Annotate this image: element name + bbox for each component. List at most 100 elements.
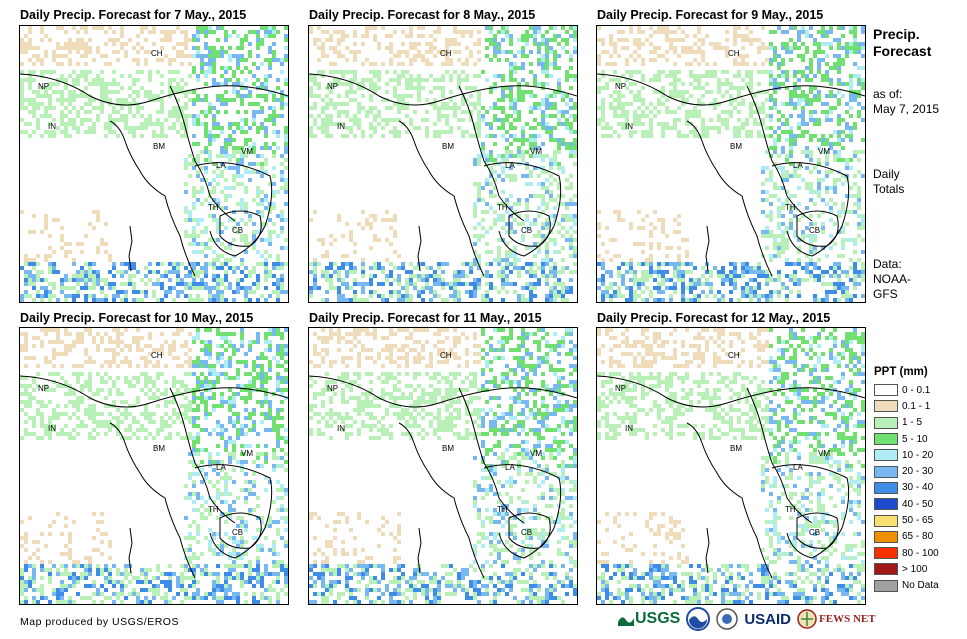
precip-map-6: CH NP IN BM LA VM TH CB [597, 328, 865, 604]
country-label-ch: CH [440, 49, 452, 58]
panel-title-1: Daily Precip. Forecast for 7 May., 2015 [20, 8, 247, 22]
map-panel-3: CH NP IN BM LA VM TH CB [596, 25, 866, 303]
precip-map-4: CH NP IN BM LA VM TH CB [20, 328, 288, 604]
legend-item: 0 - 0.1 [874, 382, 939, 398]
country-label-vm: VM [818, 449, 830, 458]
usgs-logo: USGS [618, 610, 680, 628]
panel-title-6: Daily Precip. Forecast for 12 May., 2015 [597, 311, 831, 325]
country-label-bm: BM [153, 142, 165, 151]
country-label-bm: BM [442, 142, 454, 151]
legend-item: 80 - 100 [874, 545, 939, 561]
country-label-th: TH [208, 505, 219, 514]
country-label-la: LA [216, 463, 226, 472]
country-label-np: NP [327, 384, 338, 393]
data-source: Data: NOAA- GFS [873, 257, 911, 302]
fewsnet-logo-text: FEWS NET [819, 613, 876, 625]
legend-item: 30 - 40 [874, 480, 939, 496]
country-label-ch: CH [151, 351, 163, 360]
sidebar-title: Precip. Forecast [873, 26, 931, 60]
country-label-ch: CH [151, 49, 163, 58]
legend-item: 10 - 20 [874, 447, 939, 463]
country-label-bm: BM [730, 142, 742, 151]
legend-item: > 100 [874, 561, 939, 577]
asof-date: May 7, 2015 [873, 102, 940, 116]
map-panel-1: CH NP IN BM LA VM TH CB [19, 25, 289, 303]
country-label-vm: VM [818, 147, 830, 156]
country-label-np: NP [38, 384, 49, 393]
legend-label: 1 - 5 [902, 417, 923, 429]
country-label-bm: BM [153, 444, 165, 453]
legend-swatch [874, 400, 898, 413]
country-label-th: TH [785, 203, 796, 212]
legend-swatch [874, 481, 898, 494]
country-label-vm: VM [241, 449, 253, 458]
country-label-in: IN [625, 122, 633, 131]
legend-label: 0.1 - 1 [902, 400, 931, 412]
legend-label: 80 - 100 [902, 547, 939, 559]
country-label-vm: VM [530, 449, 542, 458]
data-line2: NOAA- [873, 272, 912, 286]
data-line3: GFS [873, 287, 898, 301]
country-label-np: NP [38, 82, 49, 91]
noaa-logo [686, 607, 711, 631]
country-label-np: NP [615, 384, 626, 393]
legend-label: No Data [902, 580, 939, 592]
panel-title-2: Daily Precip. Forecast for 8 May., 2015 [309, 8, 536, 22]
country-label-np: NP [615, 82, 626, 91]
data-line1: Data: [873, 257, 902, 271]
fewsnet-logo: FEWS NET [797, 609, 876, 629]
legend-item: 20 - 30 [874, 463, 939, 479]
totals-note: Daily Totals [873, 167, 904, 197]
asof-label: as of: [873, 87, 903, 101]
legend-label: 10 - 20 [902, 449, 934, 461]
country-label-vm: VM [530, 147, 542, 156]
precip-map-2: CH NP IN BM LA VM TH CB [309, 26, 577, 302]
country-label-in: IN [337, 122, 345, 131]
logo-bar: USGS USAID FEWS NET [618, 605, 876, 633]
country-label-in: IN [48, 122, 56, 131]
legend-label: 30 - 40 [902, 482, 934, 494]
country-label-cb: CB [809, 528, 820, 537]
sidebar-title-line2: Forecast [873, 43, 932, 59]
country-label-ch: CH [728, 49, 740, 58]
legend-label: 0 - 0.1 [902, 384, 931, 396]
country-label-la: LA [216, 161, 226, 170]
country-label-th: TH [497, 505, 508, 514]
legend-swatch [874, 465, 898, 478]
country-label-cb: CB [809, 226, 820, 235]
legend-item: 40 - 50 [874, 496, 939, 512]
legend-title: PPT (mm) [874, 366, 928, 378]
country-label-ch: CH [728, 351, 740, 360]
country-label-bm: BM [730, 444, 742, 453]
country-label-th: TH [497, 203, 508, 212]
legend-swatch [874, 514, 898, 527]
usaid-logo: USAID [744, 611, 791, 628]
country-label-in: IN [337, 424, 345, 433]
legend-label: 65 - 80 [902, 531, 934, 543]
legend-item: 1 - 5 [874, 415, 939, 431]
usaid-logo-text: USAID [744, 610, 792, 628]
country-label-in: IN [48, 424, 56, 433]
legend-label: > 100 [902, 563, 928, 575]
legend-item: No Data [874, 578, 939, 594]
legend-label: 5 - 10 [902, 433, 928, 445]
map-panel-5: CH NP IN BM LA VM TH CB [308, 327, 578, 605]
map-panel-2: CH NP IN BM LA VM TH CB [308, 25, 578, 303]
legend-swatch [874, 449, 898, 462]
precip-map-3: CH NP IN BM LA VM TH CB [597, 26, 865, 302]
country-label-bm: BM [442, 444, 454, 453]
legend-swatch [874, 530, 898, 543]
panel-title-5: Daily Precip. Forecast for 11 May., 2015 [309, 311, 542, 325]
legend-swatch [874, 579, 898, 592]
country-label-vm: VM [241, 147, 253, 156]
legend-swatch [874, 416, 898, 429]
panel-title-3: Daily Precip. Forecast for 9 May., 2015 [597, 8, 824, 22]
precip-map-1: CH NP IN BM LA VM TH CB [20, 26, 288, 302]
country-label-la: LA [505, 161, 515, 170]
noaa-emblem-icon [686, 607, 711, 631]
precip-map-5: CH NP IN BM LA VM TH CB [309, 328, 577, 604]
sidebar-title-line1: Precip. [873, 26, 920, 42]
legend: 0 - 0.1 0.1 - 1 1 - 5 5 - 10 10 - 20 20 - 30 3… [874, 382, 939, 594]
map-credit: Map produced by USGS/EROS [20, 616, 179, 628]
country-label-th: TH [785, 505, 796, 514]
